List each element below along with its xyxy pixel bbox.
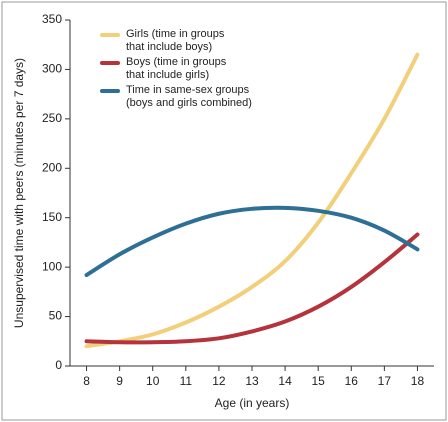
legend-label: Girls (time in groups that include boys) — [126, 28, 225, 53]
legend-item: Boys (time in groups that include girls) — [100, 56, 252, 82]
legend-item: Time in same-sex groups (boys and girls … — [100, 84, 252, 110]
legend: Girls (time in groups that include boys)… — [100, 28, 252, 112]
x-tick-label: 10 — [146, 374, 160, 388]
y-tick-label: 300 — [42, 62, 62, 76]
legend-swatch — [100, 61, 120, 65]
x-tick-label: 9 — [116, 374, 123, 388]
x-tick-label: 11 — [180, 374, 193, 388]
series-line — [84, 232, 420, 345]
legend-item: Girls (time in groups that include boys) — [100, 28, 252, 54]
x-tick-label: 17 — [378, 374, 392, 388]
y-tick-label: 350 — [42, 12, 62, 26]
x-tick-label: 16 — [345, 374, 359, 388]
y-tick-label: 250 — [42, 111, 62, 125]
x-tick-label: 14 — [278, 374, 292, 388]
legend-swatch — [100, 89, 120, 93]
series-line — [84, 205, 420, 278]
legend-swatch — [100, 33, 120, 37]
x-tick-label: 15 — [312, 374, 326, 388]
x-tick-label: 18 — [411, 374, 425, 388]
x-tick-label: 13 — [245, 374, 259, 388]
legend-label: Time in same-sex groups (boys and girls … — [126, 84, 252, 109]
y-tick-label: 100 — [42, 259, 62, 273]
legend-label: Boys (time in groups that include girls) — [126, 56, 227, 81]
x-tick-label: 8 — [83, 374, 90, 388]
y-axis-label: Unsupervised time with peers (minutes pe… — [12, 58, 26, 328]
y-tick-label: 150 — [42, 210, 62, 224]
y-tick-label: 200 — [42, 160, 62, 174]
x-axis-label: Age (in years) — [215, 396, 290, 410]
x-tick-label: 12 — [212, 374, 226, 388]
y-tick-label: 50 — [49, 309, 63, 323]
series-line — [84, 52, 420, 349]
y-tick-label: 0 — [55, 358, 62, 372]
